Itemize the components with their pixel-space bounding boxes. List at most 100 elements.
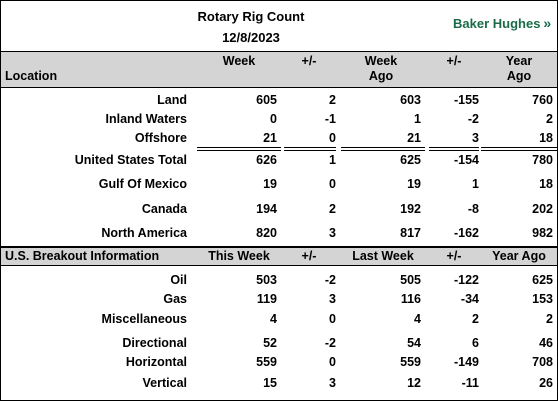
cell-year-ago: 153 — [532, 292, 553, 306]
cell-week: 4 — [270, 312, 277, 326]
cell-week: 626 — [256, 153, 277, 167]
divider — [1, 87, 557, 88]
header-band-location — [1, 51, 557, 87]
cell-change-1: -2 — [324, 273, 336, 287]
cell-week: 119 — [256, 292, 277, 306]
col-header-change-2: +/- — [446, 54, 462, 68]
col-header-year-ago-line1: Year — [505, 54, 533, 68]
cell-change-1: 0 — [329, 177, 336, 191]
cell-change-1: 0 — [329, 312, 336, 326]
cell-change-2: -149 — [453, 355, 479, 369]
row-label: United States Total — [74, 153, 187, 167]
cell-change-1: 0 — [329, 355, 336, 369]
cell-week: 21 — [263, 131, 277, 145]
row-label: Gulf Of Mexico — [98, 177, 187, 191]
report-title: Rotary Rig Count — [197, 9, 305, 24]
cell-week: 559 — [256, 355, 277, 369]
row-label: Canada — [141, 202, 187, 216]
cell-year-ago: 202 — [532, 202, 553, 216]
cell-change-2: -34 — [460, 292, 479, 306]
row-label: Oil — [170, 273, 187, 287]
col-header-this-week: This Week — [208, 249, 270, 263]
row-label: Directional — [122, 336, 187, 350]
cell-year-ago: 26 — [539, 376, 553, 390]
cell-week-ago: 116 — [400, 292, 421, 306]
col-header-week: Week — [222, 54, 256, 68]
cell-change-2: -162 — [453, 226, 479, 240]
cell-change-1: 1 — [329, 153, 336, 167]
cell-change-1: 3 — [329, 376, 336, 390]
cell-change-1: 3 — [329, 226, 336, 240]
cell-year-ago: 982 — [532, 226, 553, 240]
total-rule — [197, 147, 281, 148]
total-rule — [284, 147, 336, 148]
cell-week-ago: 4 — [414, 312, 421, 326]
cell-week: 820 — [256, 226, 277, 240]
divider — [1, 265, 557, 266]
cell-change-2: 1 — [472, 177, 479, 191]
cell-week-ago: 192 — [400, 202, 421, 216]
cell-year-ago: 18 — [539, 177, 553, 191]
cell-week-ago: 12 — [407, 376, 421, 390]
total-rule — [197, 150, 281, 151]
col-header-last-week: Last Week — [352, 249, 414, 263]
row-label: Offshore — [134, 131, 187, 145]
cell-year-ago: 780 — [532, 153, 553, 167]
cell-change-1: 2 — [329, 93, 336, 107]
row-label: Gas — [163, 292, 187, 306]
row-label: Horizontal — [125, 355, 187, 369]
cell-week-ago: 21 — [407, 131, 421, 145]
report-date: 12/8/2023 — [222, 30, 280, 45]
cell-week-ago: 54 — [407, 336, 421, 350]
row-label: Land — [157, 93, 187, 107]
cell-week: 605 — [256, 93, 277, 107]
divider — [1, 51, 557, 52]
total-rule — [481, 150, 557, 151]
cell-week-ago: 19 — [407, 177, 421, 191]
cell-change-1: 3 — [329, 292, 336, 306]
col-header-change-1: +/- — [301, 54, 317, 68]
cell-change-2: 6 — [472, 336, 479, 350]
col-header-breakout: U.S. Breakout Information — [5, 249, 160, 263]
cell-change-2: 2 — [472, 312, 479, 326]
row-label: Vertical — [142, 376, 187, 390]
cell-week: 194 — [256, 202, 277, 216]
cell-change-2: 3 — [472, 131, 479, 145]
brand-logo: Baker Hughes» — [453, 15, 551, 31]
cell-change-2: -154 — [453, 153, 479, 167]
cell-change-1: 2 — [329, 202, 336, 216]
cell-change-1: -2 — [324, 336, 336, 350]
chevron-right-double-icon: » — [543, 15, 552, 31]
cell-week-ago: 559 — [400, 355, 421, 369]
col-header-location: Location — [5, 69, 58, 83]
col-header-change-1: +/- — [301, 249, 317, 263]
divider — [1, 246, 557, 248]
cell-week: 52 — [263, 336, 277, 350]
row-label: Inland Waters — [105, 112, 188, 126]
total-rule — [429, 147, 479, 148]
cell-week: 0 — [270, 112, 277, 126]
row-label: North America — [101, 226, 187, 240]
cell-week-ago: 1 — [414, 112, 421, 126]
cell-change-1: -1 — [324, 112, 336, 126]
cell-week-ago: 817 — [400, 226, 421, 240]
cell-change-2: -122 — [453, 273, 479, 287]
cell-change-2: -2 — [467, 112, 479, 126]
cell-week-ago: 603 — [400, 93, 421, 107]
cell-week: 503 — [256, 273, 277, 287]
total-rule — [429, 150, 479, 151]
total-rule — [341, 150, 425, 151]
cell-year-ago: 2 — [546, 112, 553, 126]
cell-year-ago: 760 — [532, 93, 553, 107]
cell-change-2: -11 — [461, 376, 479, 390]
cell-year-ago: 2 — [546, 312, 553, 326]
cell-year-ago: 46 — [539, 336, 553, 350]
cell-change-2: -155 — [453, 93, 479, 107]
cell-change-1: 0 — [329, 131, 336, 145]
col-header-year-ago-line2: Ago — [506, 69, 532, 83]
total-rule — [341, 147, 425, 148]
total-rule — [481, 147, 557, 148]
brand-name: Baker Hughes — [453, 16, 541, 31]
row-label: Miscellaneous — [101, 312, 187, 326]
